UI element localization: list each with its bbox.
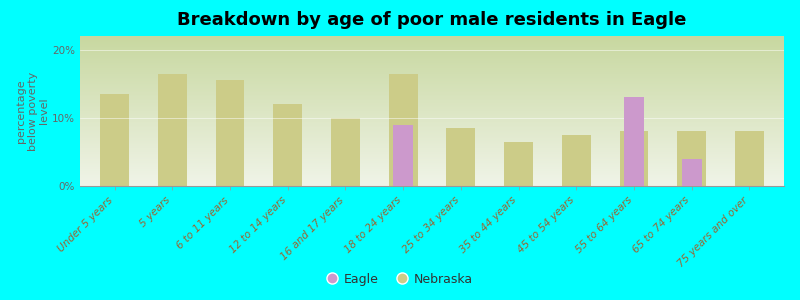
Bar [393, 124, 414, 186]
Bar [619, 131, 648, 186]
Bar [504, 142, 533, 186]
Bar [331, 118, 360, 186]
Bar [158, 74, 186, 186]
Bar [624, 98, 644, 186]
Bar [389, 74, 418, 186]
Title: Breakdown by age of poor male residents in Eagle: Breakdown by age of poor male residents … [178, 11, 686, 29]
Bar [682, 159, 702, 186]
Bar [100, 94, 129, 186]
Bar [446, 128, 475, 186]
Bar [216, 80, 245, 186]
Bar [678, 131, 706, 186]
Bar [274, 104, 302, 186]
Bar [735, 131, 764, 186]
Y-axis label: percentage
below poverty
level: percentage below poverty level [16, 71, 50, 151]
Legend: Eagle, Nebraska: Eagle, Nebraska [322, 268, 478, 291]
Bar [562, 135, 590, 186]
